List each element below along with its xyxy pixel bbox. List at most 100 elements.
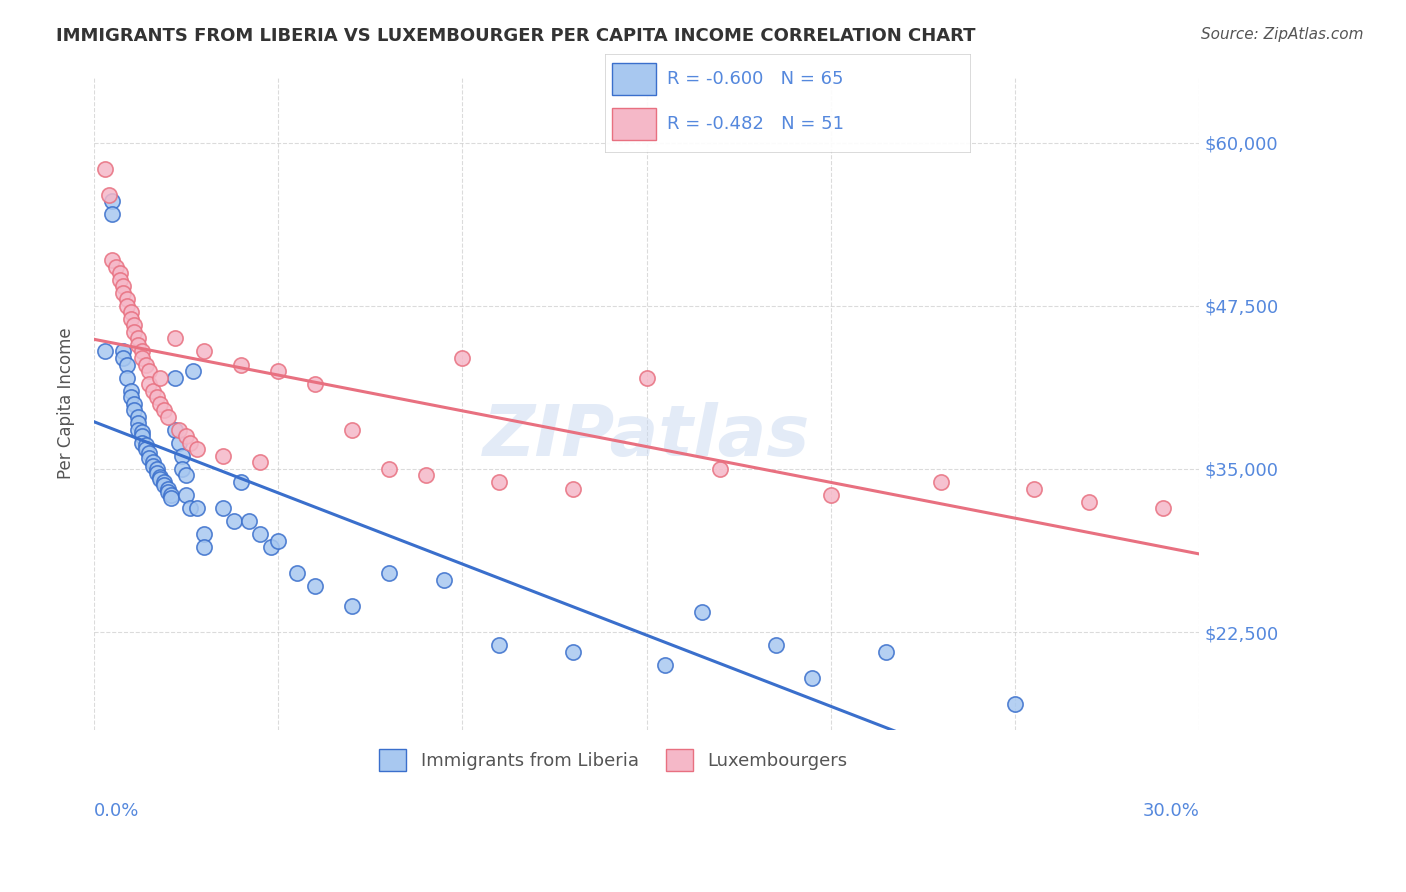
- Point: [765, 638, 787, 652]
- Point: [101, 194, 124, 209]
- Point: [108, 273, 131, 287]
- Point: [451, 351, 474, 365]
- Point: [377, 462, 399, 476]
- Point: [267, 533, 290, 548]
- Point: [690, 606, 713, 620]
- Point: [167, 435, 190, 450]
- Point: [231, 475, 253, 489]
- Point: [134, 442, 156, 457]
- Point: [134, 358, 156, 372]
- Point: [153, 403, 176, 417]
- Bar: [612, 63, 655, 95]
- Point: [179, 501, 201, 516]
- Point: [149, 397, 172, 411]
- Point: [149, 370, 172, 384]
- Point: [115, 293, 138, 307]
- Point: [193, 344, 215, 359]
- Bar: [612, 109, 655, 140]
- Point: [238, 514, 260, 528]
- Point: [488, 638, 510, 652]
- Point: [145, 466, 167, 480]
- Point: [156, 409, 179, 424]
- Point: [562, 645, 585, 659]
- Point: [105, 260, 128, 274]
- Point: [1152, 501, 1174, 516]
- Text: 30.0%: 30.0%: [1143, 802, 1199, 820]
- Point: [636, 370, 658, 384]
- Point: [183, 364, 205, 378]
- Text: 0.0%: 0.0%: [94, 802, 139, 820]
- Point: [112, 351, 135, 365]
- Point: [142, 459, 165, 474]
- Point: [174, 429, 197, 443]
- Point: [340, 599, 363, 613]
- Point: [212, 501, 235, 516]
- Point: [304, 579, 326, 593]
- Point: [153, 475, 176, 489]
- Point: [120, 311, 142, 326]
- Point: [124, 403, 146, 417]
- Point: [127, 417, 149, 431]
- Point: [131, 344, 153, 359]
- Point: [172, 449, 194, 463]
- Point: [124, 325, 146, 339]
- Point: [156, 482, 179, 496]
- Point: [304, 377, 326, 392]
- Text: Source: ZipAtlas.com: Source: ZipAtlas.com: [1201, 27, 1364, 42]
- Point: [101, 253, 124, 268]
- Point: [875, 645, 897, 659]
- Point: [149, 469, 172, 483]
- Point: [163, 423, 186, 437]
- Point: [153, 477, 176, 491]
- Point: [801, 671, 824, 685]
- Point: [709, 462, 731, 476]
- Point: [249, 455, 271, 469]
- Point: [97, 187, 120, 202]
- Point: [131, 425, 153, 440]
- Point: [131, 429, 153, 443]
- Point: [1077, 494, 1099, 508]
- Point: [112, 344, 135, 359]
- Point: [120, 390, 142, 404]
- Point: [112, 279, 135, 293]
- Point: [120, 305, 142, 319]
- Point: [160, 491, 183, 505]
- Point: [142, 455, 165, 469]
- Point: [127, 331, 149, 345]
- Point: [174, 488, 197, 502]
- Point: [377, 566, 399, 581]
- Point: [94, 344, 117, 359]
- Point: [488, 475, 510, 489]
- Point: [163, 370, 186, 384]
- Point: [174, 468, 197, 483]
- Point: [127, 409, 149, 424]
- Point: [131, 435, 153, 450]
- Point: [156, 485, 179, 500]
- Point: [179, 435, 201, 450]
- Point: [222, 514, 245, 528]
- Point: [186, 442, 208, 457]
- Text: IMMIGRANTS FROM LIBERIA VS LUXEMBOURGER PER CAPITA INCOME CORRELATION CHART: IMMIGRANTS FROM LIBERIA VS LUXEMBOURGER …: [56, 27, 976, 45]
- Point: [172, 462, 194, 476]
- Text: R = -0.600   N = 65: R = -0.600 N = 65: [666, 70, 844, 88]
- Point: [249, 527, 271, 541]
- Point: [127, 338, 149, 352]
- Point: [101, 207, 124, 221]
- Point: [231, 358, 253, 372]
- Point: [138, 451, 160, 466]
- Text: R = -0.482   N = 51: R = -0.482 N = 51: [666, 115, 844, 133]
- Point: [142, 384, 165, 398]
- Point: [415, 468, 437, 483]
- Legend: Immigrants from Liberia, Luxembourgers: Immigrants from Liberia, Luxembourgers: [370, 739, 856, 780]
- Point: [138, 364, 160, 378]
- Point: [163, 331, 186, 345]
- Point: [108, 266, 131, 280]
- Point: [433, 573, 456, 587]
- Point: [149, 472, 172, 486]
- Point: [145, 390, 167, 404]
- Point: [193, 540, 215, 554]
- Point: [115, 299, 138, 313]
- Point: [167, 423, 190, 437]
- Point: [931, 475, 953, 489]
- Point: [115, 370, 138, 384]
